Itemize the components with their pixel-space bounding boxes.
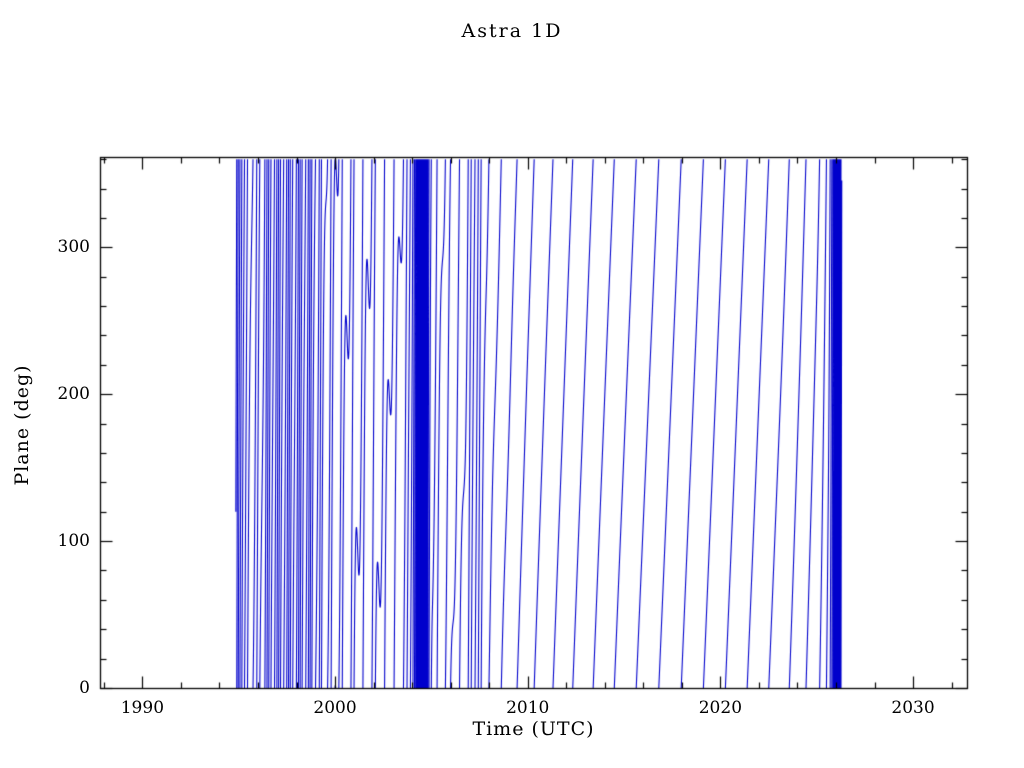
x-tick-label: 2000 [313,698,357,718]
x-axis-label: Time (UTC) [472,718,595,740]
x-tick-label: 2020 [698,698,743,718]
x-tick-label: 2030 [891,698,935,718]
y-tick-label: 0 [79,678,90,698]
x-tick-label: 2010 [506,698,550,718]
x-tick-label: 1990 [120,698,165,718]
y-tick-label: 100 [57,531,90,552]
y-tick-label: 300 [57,237,90,258]
y-axis-label: Plane (deg) [11,364,33,486]
chart-title: Astra 1D [461,20,563,42]
y-tick-label: 200 [57,384,90,405]
